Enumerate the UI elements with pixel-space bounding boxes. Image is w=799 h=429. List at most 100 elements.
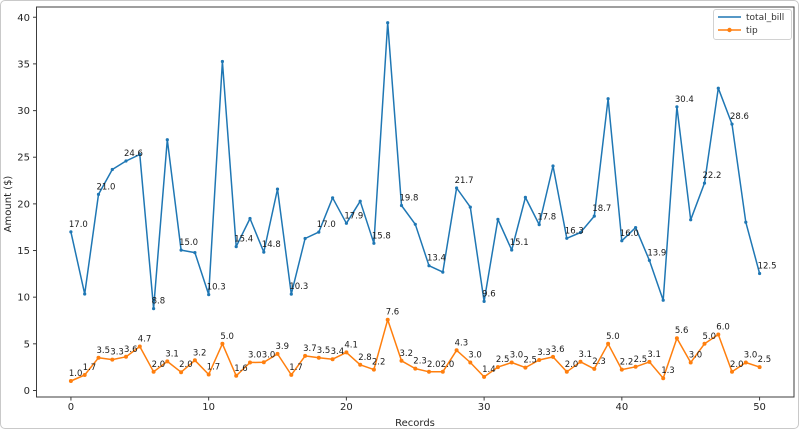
tip-marker [234, 373, 239, 378]
tip-point-label: 3.0 [468, 351, 482, 361]
tip-point-label: 3.1 [165, 349, 179, 359]
y-axis-title: Amount ($) [3, 176, 14, 233]
tip-marker [537, 358, 542, 362]
legend-label-total-bill: total_bill [746, 13, 784, 23]
total-bill-point-label: 10.3 [289, 282, 308, 292]
total-bill-line [70, 21, 761, 310]
total-bill-point-label: 21.0 [97, 182, 116, 192]
x-tick-label: 10 [202, 402, 215, 413]
tip-marker [757, 365, 762, 370]
tip-point-label: 2.0 [179, 360, 193, 370]
plot-border [36, 6, 795, 398]
tip-marker [248, 360, 252, 365]
total-bill-marker [358, 199, 362, 203]
tip-marker [482, 374, 487, 379]
total-bill-point-label: 28.6 [730, 112, 749, 122]
tip-marker [358, 362, 363, 367]
tip-marker [303, 353, 308, 358]
total-bill-marker [744, 220, 748, 224]
total-bill-marker [716, 86, 720, 90]
tip-marker [606, 341, 611, 346]
total-bill-marker [124, 159, 128, 163]
tip-point-label: 4.3 [455, 338, 469, 348]
total-bill-point-label: 14.8 [262, 240, 281, 250]
total-bill-point-label: 13.4 [427, 254, 446, 264]
tip-point-label: 3.0 [262, 350, 276, 360]
tip-point-label: 3.5 [317, 346, 331, 356]
y-tick-label: 10 [17, 293, 30, 304]
total-bill-marker [523, 195, 528, 199]
x-axis-title: Records [395, 418, 435, 429]
tip-marker [716, 332, 721, 337]
tip-marker [440, 369, 445, 374]
tip-point-label: 2.5 [523, 356, 537, 366]
x-tick-label: 40 [615, 402, 628, 413]
tip-marker [165, 359, 170, 364]
total-bill-marker [413, 222, 417, 226]
total-bill-marker [69, 230, 73, 234]
tip-point-label: 2.0 [152, 360, 166, 370]
tip-marker [137, 344, 142, 349]
total-bill-marker [675, 105, 679, 109]
total-bill-marker [344, 221, 348, 225]
total-bill-point-label: 16.3 [565, 226, 584, 236]
total-bill-point-label: 17.0 [69, 220, 88, 230]
tip-marker [371, 367, 376, 372]
total-bill-point-label: 21.7 [455, 176, 474, 186]
total-bill-marker [606, 97, 610, 101]
total-bill-marker [386, 21, 390, 25]
tip-marker [578, 359, 583, 364]
total-bill-marker [96, 192, 101, 196]
tip-marker [344, 350, 349, 355]
tip-marker [330, 357, 335, 362]
total-bill-point-label: 8.8 [152, 297, 166, 307]
tip-marker [124, 354, 128, 359]
tip-marker [619, 367, 624, 372]
tip-point-label: 3.9 [276, 342, 290, 352]
tip-marker [220, 341, 225, 346]
total-bill-marker [702, 181, 707, 185]
total-bill-marker [165, 138, 169, 142]
total-bill-point-label: 15.1 [510, 238, 529, 248]
total-bill-marker [634, 226, 638, 230]
tip-point-label: 3.1 [647, 350, 661, 360]
total-bill-marker [262, 250, 266, 254]
tip-point-label: 2.0 [441, 360, 455, 370]
total-bill-marker [730, 122, 734, 126]
tip-point-label: 2.3 [413, 357, 427, 367]
total-bill-point-label: 30.4 [675, 95, 694, 105]
total-bill-point-label: 15.8 [372, 231, 391, 241]
tip-point-label: 3.0 [744, 351, 758, 361]
tip-marker [730, 369, 734, 374]
total-bill-marker [207, 293, 211, 297]
tip-point-label: 6.0 [716, 323, 730, 333]
total-bill-marker [758, 271, 762, 276]
total-bill-point-label: 16.0 [620, 229, 639, 239]
total-bill-marker [248, 216, 252, 221]
tip-point-label: 3.3 [110, 348, 124, 358]
total-bill-marker [578, 230, 583, 235]
tip-point-label: 1.3 [661, 366, 675, 376]
tip-marker [509, 360, 514, 365]
y-tick-label: 15 [17, 246, 30, 257]
tip-point-label: 5.6 [675, 326, 689, 336]
tip-marker [454, 348, 459, 353]
total-bill-point-label: 15.0 [179, 238, 198, 248]
x-tick-label: 30 [478, 402, 491, 413]
tip-point-label: 5.0 [220, 332, 234, 342]
tip-point-label: 2.5 [634, 355, 648, 365]
tip-point-label: 3.7 [303, 344, 317, 354]
tip-point-label: 2.2 [620, 358, 634, 368]
tip-point-label: 2.8 [358, 353, 372, 363]
total-bill-point-label: 15.4 [234, 235, 253, 245]
total-bill-marker [152, 307, 156, 311]
total-bill-marker [537, 223, 541, 227]
tip-marker [151, 369, 156, 374]
tip-marker [110, 357, 115, 362]
tip-marker [551, 354, 555, 359]
tip-marker [688, 360, 693, 365]
tip-marker [399, 358, 404, 363]
y-tick-label: 20 [17, 199, 30, 210]
tip-marker [385, 317, 390, 322]
x-tick-label: 50 [753, 402, 766, 413]
